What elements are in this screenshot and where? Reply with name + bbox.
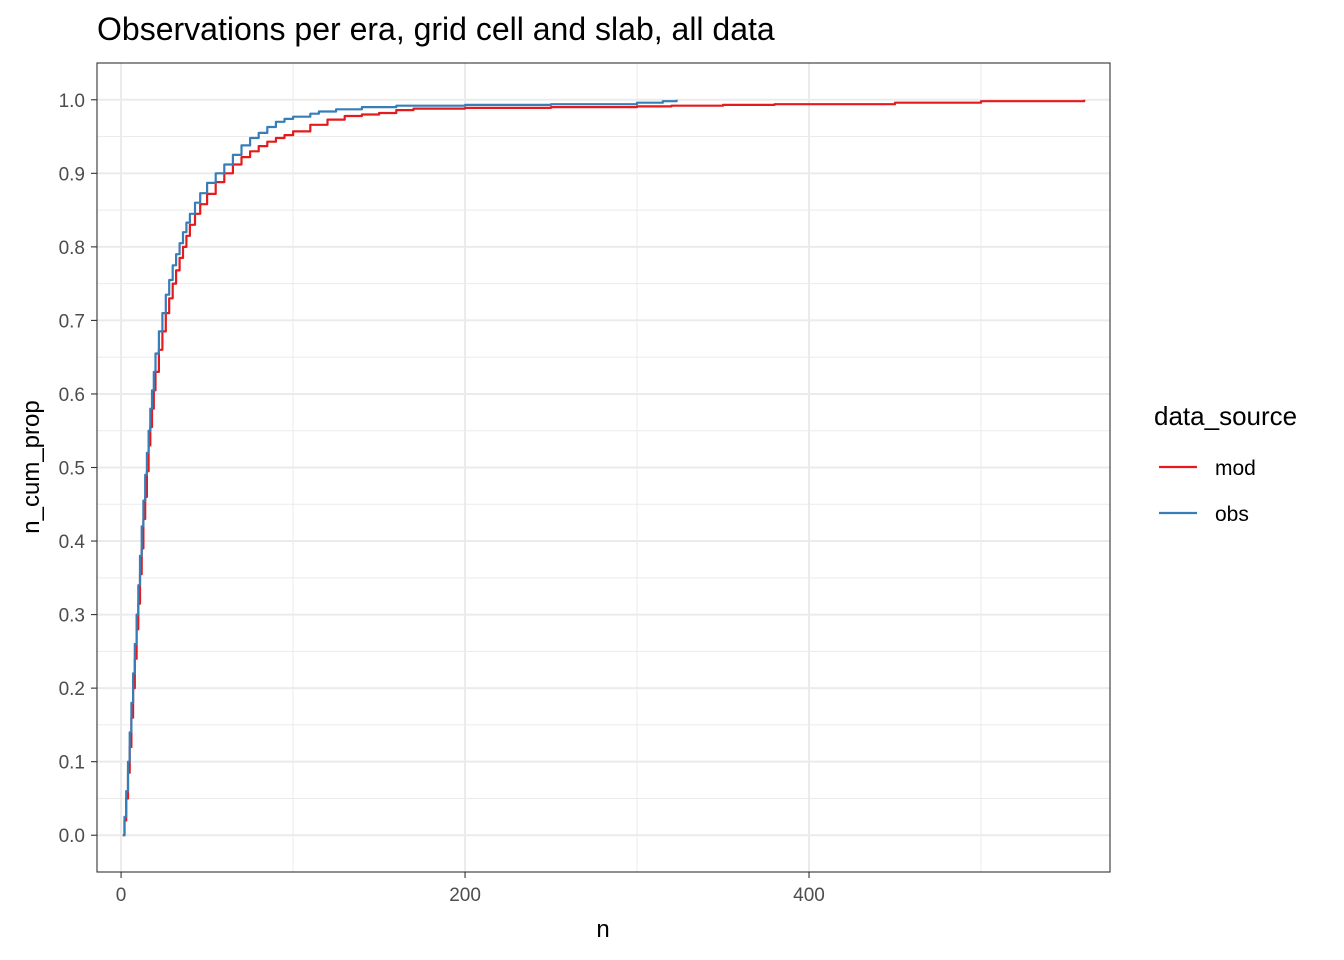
y-tick-label: 0.3 [59, 606, 85, 627]
y-tick-label: 0.8 [59, 238, 85, 259]
y-axis-title: n_cum_prop [18, 400, 45, 533]
y-tick-label: 0.9 [59, 164, 85, 185]
y-tick-label: 0.6 [59, 385, 85, 406]
y-tick-label: 0.2 [59, 679, 85, 700]
major-gridlines [97, 63, 1110, 872]
y-tick-label: 0.1 [59, 753, 85, 774]
legend-label-obs: obs [1215, 503, 1249, 526]
legend: data_source mod obs [1154, 401, 1297, 526]
x-axis: 0 200 400 [116, 872, 825, 906]
series-line-mod [122, 99, 1086, 837]
y-tick-label: 0.7 [59, 311, 85, 332]
x-tick-label: 200 [449, 885, 481, 906]
y-axis: 0.0 0.1 0.2 0.3 0.4 0.5 0.6 0.7 0.8 0.9 1.0 [59, 91, 97, 847]
y-tick-label: 0.0 [59, 826, 85, 847]
plot-panel [96, 62, 1111, 873]
chart-title: Observations per era, grid cell and slab… [97, 11, 775, 47]
series-line-obs [122, 99, 678, 837]
series-layer [122, 99, 1086, 837]
x-axis-title: n [596, 916, 609, 943]
x-tick-label: 400 [793, 885, 825, 906]
y-tick-label: 1.0 [59, 91, 85, 112]
legend-title: data_source [1154, 401, 1297, 431]
y-tick-label: 0.5 [59, 459, 85, 480]
x-tick-label: 0 [116, 885, 127, 906]
y-tick-label: 0.4 [59, 532, 86, 553]
legend-label-mod: mod [1215, 457, 1256, 480]
